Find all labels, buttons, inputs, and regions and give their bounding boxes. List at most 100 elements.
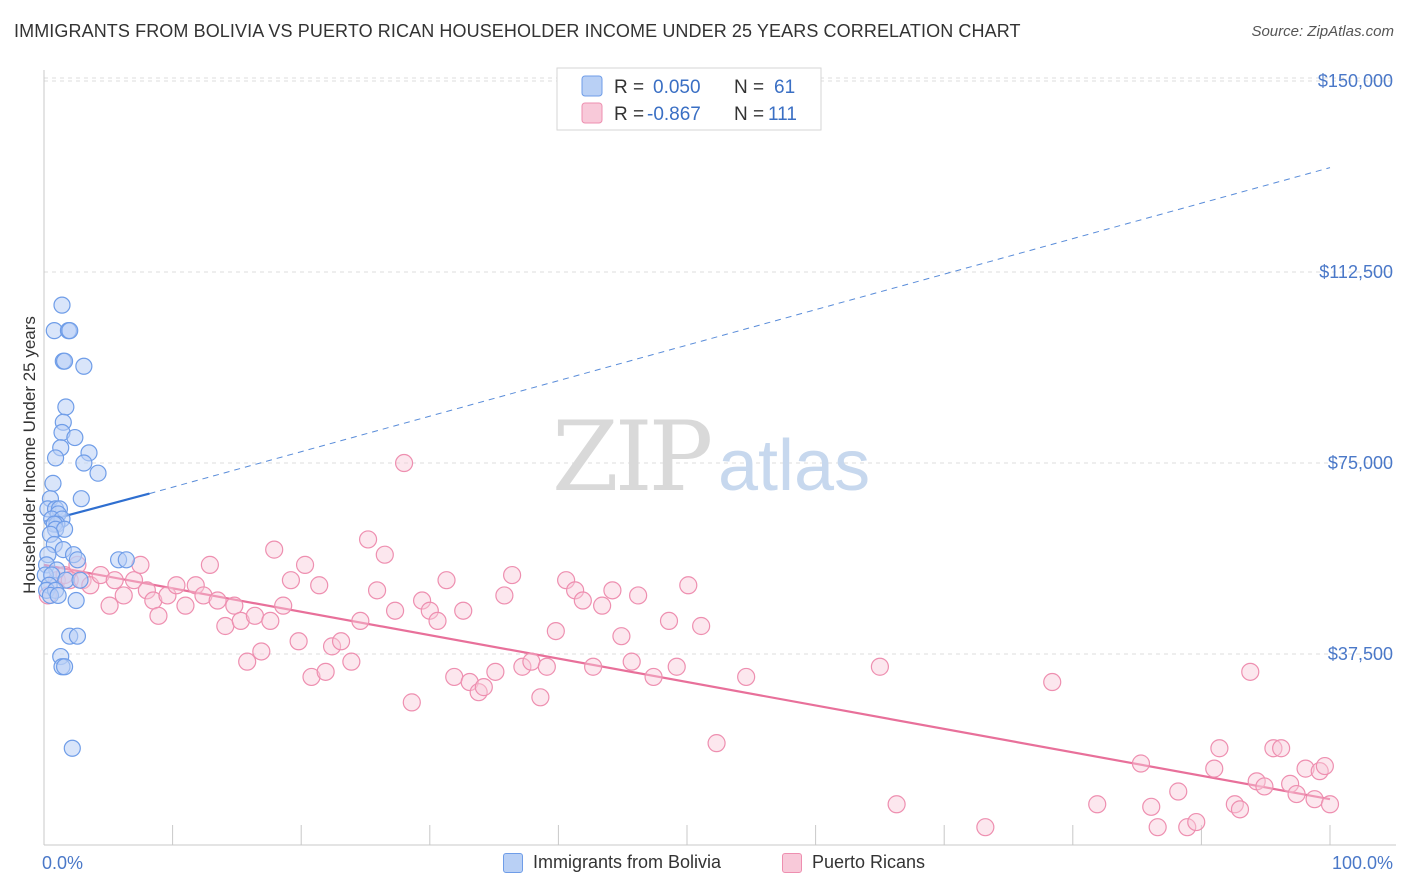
bolivia-point	[55, 352, 74, 370]
puerto-rico-point	[194, 586, 213, 605]
x-axis-ticks	[43, 825, 1331, 845]
puerto-rico-point	[1210, 739, 1229, 758]
x-tick-labels: 0.0% 100.0%	[42, 853, 1393, 873]
puerto-rico-point	[976, 818, 995, 837]
puerto-rico-point	[274, 596, 293, 615]
legend-n-value-puerto-rico: 111	[768, 104, 797, 125]
puerto-rico-point	[402, 693, 421, 712]
source-credit: Source: ZipAtlas.com	[1251, 23, 1394, 40]
y-tick-label: $75,000	[1328, 453, 1393, 473]
y-tick-label: $150,000	[1318, 71, 1393, 91]
puerto-rico-point	[91, 565, 110, 585]
legend-n-label-bolivia: N =	[734, 77, 764, 98]
puerto-rico-point	[1272, 739, 1291, 758]
puerto-rico-point	[460, 672, 479, 692]
puerto-rico-point	[887, 795, 906, 814]
puerto-rico-point	[428, 611, 447, 631]
puerto-rico-point	[186, 576, 205, 595]
puerto-rico-point	[667, 657, 686, 676]
puerto-rico-points	[38, 453, 1340, 837]
bolivia-point	[67, 591, 85, 610]
puerto-rico-point	[289, 632, 308, 651]
puerto-rico-point	[1320, 795, 1340, 814]
puerto-rico-point	[593, 596, 612, 615]
puerto-rico-point	[644, 667, 663, 687]
bolivia-point	[89, 464, 107, 482]
x-tick-label-start: 0.0%	[42, 853, 83, 873]
puerto-rico-point	[167, 576, 186, 595]
puerto-rico-point	[707, 734, 726, 753]
puerto-rico-point	[737, 667, 756, 687]
legend-bottom-swatch-puerto-rico	[782, 852, 802, 873]
puerto-rico-point	[503, 565, 522, 585]
puerto-rico-point	[659, 611, 679, 631]
puerto-rico-point	[1205, 759, 1224, 778]
puerto-rico-point	[629, 586, 648, 605]
puerto-rico-point	[367, 581, 387, 600]
puerto-rico-point	[870, 657, 890, 676]
puerto-rico-point	[375, 545, 394, 564]
bolivia-point	[57, 398, 75, 416]
bolivia-point	[55, 658, 74, 676]
puerto-rico-point	[342, 652, 361, 671]
y-tick-label: $112,500	[1319, 262, 1393, 282]
legend-n-label-puerto-rico: N =	[734, 104, 764, 125]
puerto-rico-point	[124, 571, 144, 590]
puerto-rico-point	[1043, 672, 1062, 692]
puerto-rico-point	[469, 683, 488, 702]
legend-r-label-puerto-rico: R =	[614, 104, 644, 125]
legend-bottom: Immigrants from Bolivia Puerto Ricans	[0, 852, 1406, 878]
puerto-rico-point	[394, 453, 414, 473]
puerto-rico-trendline	[43, 563, 1331, 801]
puerto-rico-point	[158, 586, 177, 605]
bolivia-point	[75, 357, 93, 375]
puerto-rico-point	[245, 606, 265, 625]
puerto-rico-point	[100, 596, 119, 615]
bolivia-point	[75, 454, 93, 472]
puerto-rico-point	[679, 576, 698, 595]
puerto-rico-point	[1281, 774, 1300, 793]
puerto-rico-point	[137, 581, 156, 600]
puerto-rico-point	[566, 581, 585, 600]
legend-r-label-bolivia: R =	[614, 77, 644, 98]
puerto-rico-point	[495, 586, 514, 605]
puerto-rico-point	[522, 652, 541, 671]
puerto-rico-point	[149, 606, 168, 625]
puerto-rico-point	[316, 662, 335, 681]
puerto-rico-point	[322, 637, 342, 656]
y-tick-label: $37,500	[1328, 644, 1393, 664]
puerto-rico-point	[1305, 790, 1324, 809]
bolivia-point	[68, 627, 87, 645]
puerto-rico-point	[1287, 784, 1306, 804]
puerto-rico-point	[208, 591, 227, 610]
puerto-rico-point	[231, 611, 250, 631]
legend-swatch-puerto-rico	[581, 102, 603, 124]
puerto-rico-point	[1315, 756, 1334, 776]
puerto-rico-point	[1310, 762, 1329, 781]
puerto-rico-point	[1142, 797, 1161, 816]
bolivia-point	[66, 428, 84, 447]
puerto-rico-point	[474, 678, 493, 697]
bolivia-point	[53, 296, 71, 314]
puerto-rico-point	[1169, 782, 1188, 801]
gridlines	[44, 77, 1396, 655]
puerto-rico-point	[114, 586, 133, 605]
puerto-rico-point	[445, 667, 464, 687]
puerto-rico-point	[546, 621, 565, 641]
legend-bottom-label-puerto-rico: Puerto Ricans	[812, 852, 926, 872]
puerto-rico-point	[252, 642, 271, 661]
puerto-rico-point	[612, 627, 631, 646]
puerto-rico-point	[1230, 800, 1250, 819]
puerto-rico-point	[358, 530, 378, 549]
puerto-rico-point	[310, 576, 329, 595]
puerto-rico-point	[412, 591, 432, 610]
bolivia-point	[72, 490, 90, 508]
bolivia-points	[36, 296, 135, 757]
puerto-rico-point	[1178, 818, 1197, 837]
puerto-rico-point	[105, 571, 124, 590]
puerto-rico-point	[622, 652, 641, 671]
puerto-rico-point	[216, 616, 235, 636]
puerto-rico-point	[420, 601, 439, 620]
puerto-rico-point	[573, 591, 592, 610]
